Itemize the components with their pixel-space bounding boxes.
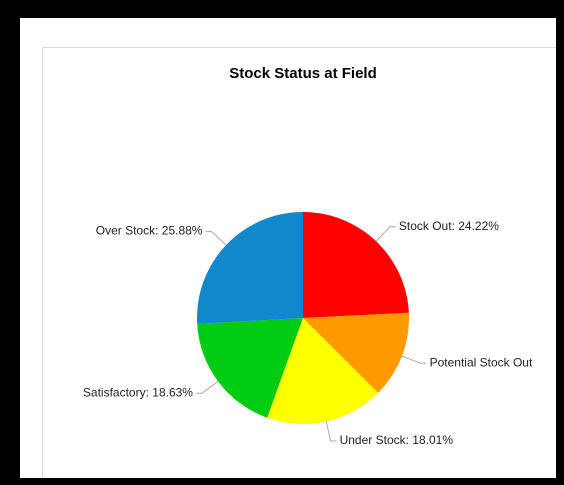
connector — [195, 380, 219, 394]
connector — [375, 226, 396, 242]
slice-label: Stock Out: 24.22% — [399, 219, 499, 233]
viewport: Stock Status at Field Stock Out: 24.22% P… — [20, 18, 556, 478]
pie-slice — [303, 312, 410, 393]
pie-slice — [267, 318, 379, 424]
pie-slice — [197, 212, 303, 324]
pie-slice — [197, 318, 303, 418]
connector — [401, 355, 427, 364]
connector — [205, 230, 227, 246]
pie-slice — [303, 212, 409, 318]
slice-label: Satisfactory: 18.63% — [83, 385, 193, 399]
slice-label: Over Stock: 25.88% — [96, 224, 203, 238]
connector — [325, 421, 337, 442]
slice-label: Potential Stock Out — [430, 355, 533, 369]
pie: Stock Out: 24.22% Potential Stock Out Unde… — [83, 212, 533, 447]
slice-label: Under Stock: 18.01% — [340, 433, 454, 447]
chart-title: Stock Status at Field — [229, 65, 377, 82]
